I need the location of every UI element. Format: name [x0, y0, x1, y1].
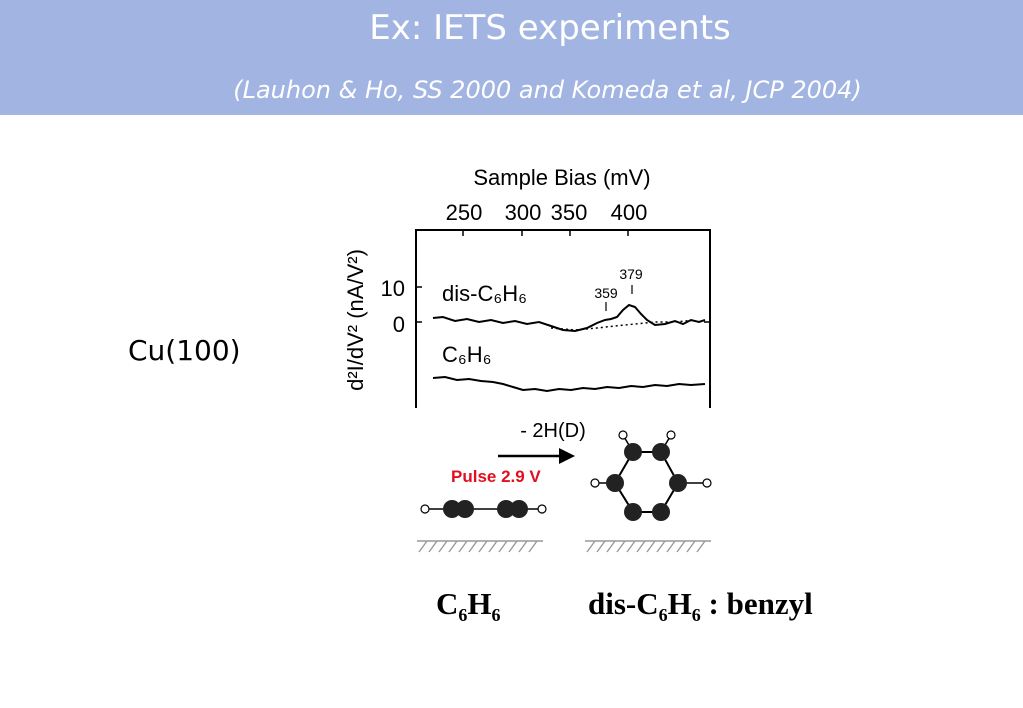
- top-tick-marks: [416, 230, 710, 323]
- c6h6-molecule-icon: [420, 500, 547, 518]
- top-axis-tick: 300: [505, 200, 542, 225]
- surface-hatch-right: [585, 540, 711, 553]
- caption-dis-c6h6-benzyl: dis-C6H6 : benzyl: [588, 586, 813, 626]
- y-tick: 10: [381, 276, 405, 301]
- peak-label: 379: [619, 266, 643, 282]
- slide-subtitle: (Lauhon & Ho, SS 2000 and Komeda et al, …: [233, 76, 862, 104]
- plot-frame: [415, 229, 711, 408]
- trace-label-dis: dis-C₆H₆: [442, 281, 527, 306]
- reaction-label: - 2H(D): [520, 420, 586, 442]
- top-axis-tick: 350: [551, 200, 588, 225]
- y-tick: 0: [393, 312, 405, 337]
- caption-subscript: 6: [691, 605, 701, 626]
- caption-text: H: [667, 586, 692, 621]
- peak-label: 359: [594, 285, 618, 301]
- caption-subscript: 6: [658, 605, 668, 626]
- spectrum-dis-c6h6: [432, 303, 706, 333]
- caption-text: dis-C: [588, 586, 659, 621]
- y-axis-label: d²I/dV² (nA/V²): [343, 249, 368, 391]
- header-banner: Ex: IETS experiments (Lauhon & Ho, SS 20…: [0, 0, 1023, 115]
- top-axis-tick: 400: [611, 200, 648, 225]
- caption-subscript: 6: [491, 605, 501, 626]
- caption-c6h6: C6H6: [436, 586, 501, 626]
- spectrum-dis-baseline: [550, 319, 696, 331]
- iets-figure: Sample Bias (mV) 250 300 350 400 d²I/dV²…: [343, 165, 712, 553]
- slide-title: Ex: IETS experiments: [369, 8, 731, 48]
- spectrum-c6h6: [432, 375, 706, 393]
- surface-hatch-left: [417, 540, 543, 553]
- benzyl-molecule-icon: [590, 430, 712, 521]
- caption-text: C: [436, 586, 459, 621]
- top-axis-label: Sample Bias (mV): [473, 165, 650, 190]
- reaction-arrowhead: [559, 448, 575, 464]
- caption-text: H: [467, 586, 492, 621]
- trace-label-c6h6: C₆H₆: [442, 342, 492, 367]
- pulse-label: Pulse 2.9 V: [451, 467, 541, 486]
- caption-subscript: 6: [458, 605, 468, 626]
- substrate-label: Cu(100): [128, 334, 241, 367]
- caption-text: : benzyl: [700, 586, 813, 621]
- top-axis-tick: 250: [446, 200, 483, 225]
